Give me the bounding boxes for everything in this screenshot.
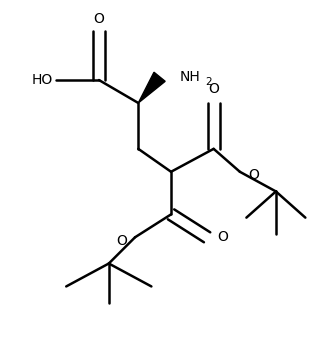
Polygon shape	[138, 72, 165, 103]
Text: O: O	[208, 83, 219, 96]
Text: O: O	[93, 12, 104, 26]
Text: O: O	[248, 168, 259, 182]
Text: NH: NH	[179, 70, 200, 84]
Text: O: O	[116, 234, 127, 248]
Text: O: O	[217, 230, 228, 244]
Text: HO: HO	[32, 73, 53, 87]
Text: 2: 2	[205, 77, 212, 87]
